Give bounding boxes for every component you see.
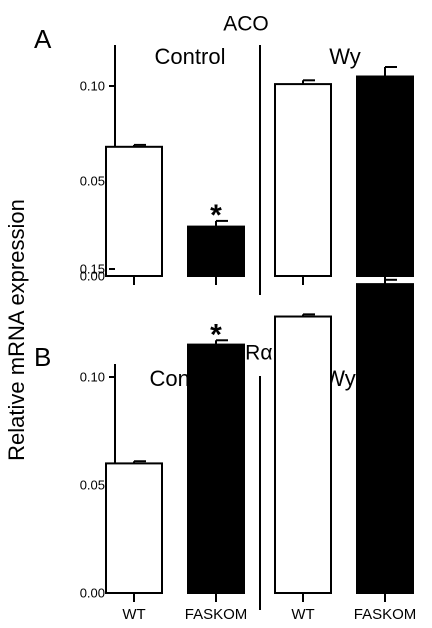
panel-letter: A: [34, 24, 52, 54]
y-tick-label: 0.10: [80, 79, 105, 94]
category-label: FASKOM: [185, 606, 248, 623]
bar: [187, 225, 245, 278]
panel-title: ACO: [223, 12, 269, 35]
group-label: Control: [155, 44, 226, 69]
category-label: FASKOM: [354, 606, 417, 623]
bar: [105, 462, 163, 594]
category-label: WT: [291, 606, 314, 623]
y-tick-label: 0.10: [80, 370, 105, 385]
bar: [274, 315, 332, 594]
y-tick-label: 0.00: [80, 269, 105, 284]
category-label: WT: [122, 606, 145, 623]
significance-marker: *: [210, 318, 222, 351]
y-tick-label: 0.00: [80, 586, 105, 601]
bar: [187, 343, 245, 594]
panel-letter: B: [34, 342, 51, 372]
significance-marker: *: [210, 199, 222, 232]
y-axis-label: Relative mRNA expression: [4, 199, 29, 461]
group-label: Wy: [329, 44, 361, 69]
y-tick-label: 0.05: [80, 478, 105, 493]
y-tick-label: 0.15: [80, 262, 105, 277]
y-tick-label: 0.05: [80, 174, 105, 189]
bar: [105, 145, 163, 277]
bar: [356, 283, 414, 594]
bar: [274, 83, 332, 277]
bar: [356, 75, 414, 277]
